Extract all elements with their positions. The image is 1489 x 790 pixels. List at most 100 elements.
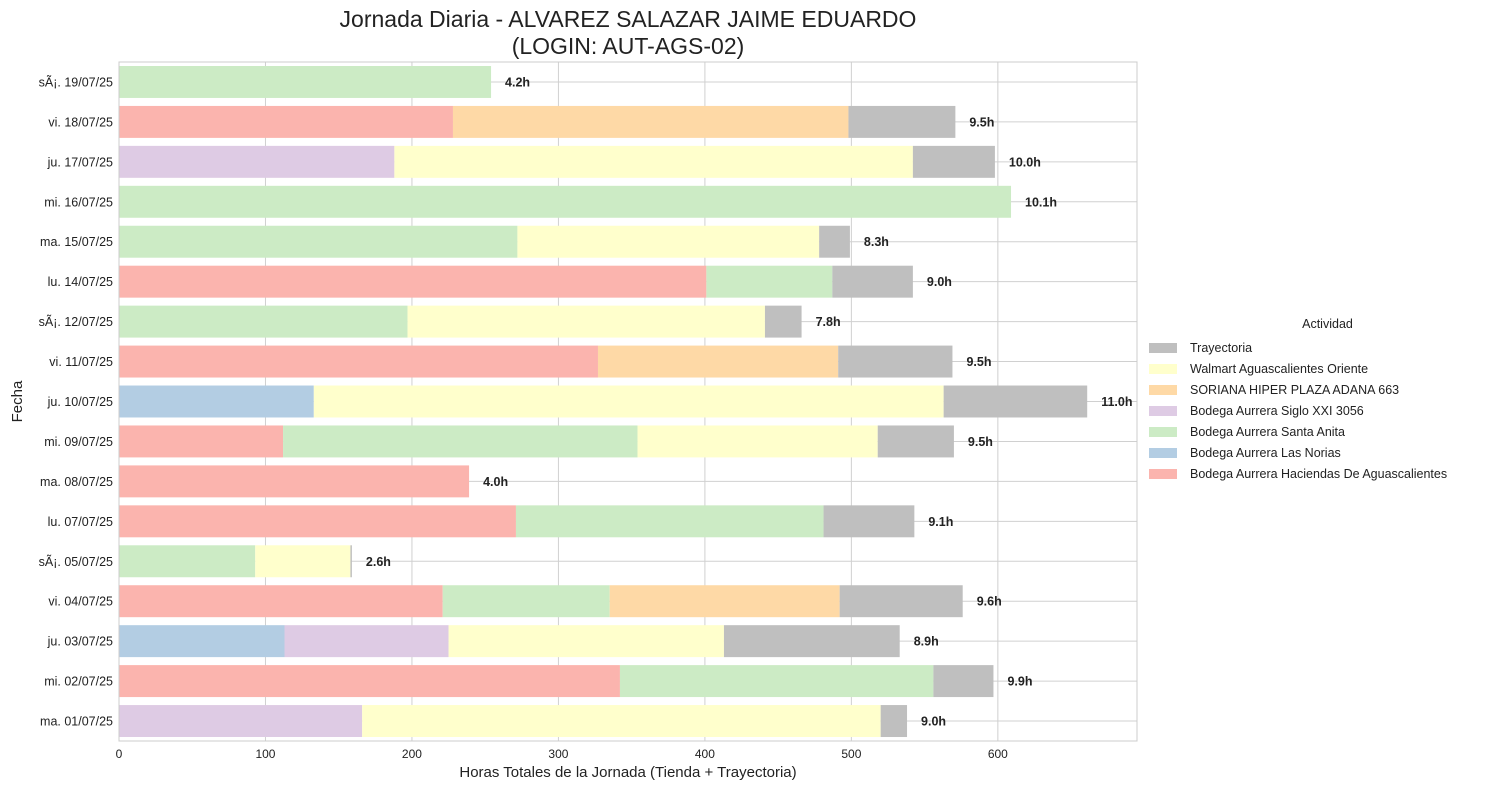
legend-item: Bodega Aurrera Las Norias [1140,442,1485,463]
bar-segment [912,145,995,178]
bar-total-label: 9.6h [977,595,1002,609]
legend-label: Bodega Aurrera Siglo XXI 3056 [1190,403,1364,418]
bar-segment [119,185,1012,218]
y-tick-label: ju. 03/07/25 [47,635,113,649]
y-tick-label: sÃ¡. 12/07/25 [39,315,113,329]
bar-total-label: 7.8h [816,315,841,329]
legend-swatch [1149,468,1177,479]
bar-segment [442,585,610,618]
bar-segment [619,665,934,698]
legend-item: SORIANA HIPER PLAZA ADANA 663 [1140,379,1485,400]
y-tick-label: lu. 07/07/25 [48,515,113,529]
bar-segment [637,425,878,458]
y-tick-label: sÃ¡. 19/07/25 [39,75,113,89]
bar-segment [362,705,881,738]
y-tick-label: mi. 02/07/25 [44,675,113,689]
bar-segment [119,385,314,418]
bar-segment [839,585,963,618]
y-tick-label: mi. 16/07/25 [44,195,113,209]
bar-segment [119,625,285,658]
bar-segment [819,225,850,258]
bar-segment [848,105,956,138]
y-tick-label: vi. 11/07/25 [49,355,113,369]
bar-segment [706,265,833,298]
bar-segment [597,345,839,378]
legend-swatch [1149,342,1177,353]
legend-swatch [1149,447,1177,458]
y-tick-label: vi. 18/07/25 [48,115,113,129]
bar-segment [119,265,707,298]
chart-title-block: Jornada Diaria - ALVAREZ SALAZAR JAIME E… [119,6,1137,60]
y-tick-label: ma. 08/07/25 [40,475,113,489]
bar-total-label: 9.9h [1007,675,1032,689]
bar-total-label: 11.0h [1101,395,1132,409]
legend-label: Bodega Aurrera Haciendas De Aguascalient… [1190,466,1448,481]
legend: Actividad Trayectoria Walmart Aguascalien… [1140,317,1485,484]
x-tick-label: 0 [116,747,123,761]
bar-segment [838,345,953,378]
bar-segment [313,385,944,418]
bar-segment [943,385,1088,418]
bar-total-label: 9.1h [928,515,953,529]
bar-total-label: 9.0h [927,275,952,289]
bar-segment [119,585,443,618]
bar-segment [119,345,598,378]
bar-segment [832,265,913,298]
x-tick-label: 100 [255,747,275,761]
bar-segment [517,225,820,258]
bar-segment [119,305,408,338]
legend-swatch [1149,405,1177,416]
bar-segment [609,585,840,618]
bar-segment [283,425,638,458]
bar-segment [119,545,256,578]
bar-segment [764,305,802,338]
bar-segment [452,105,849,138]
legend-swatch [1149,363,1177,374]
bar-total-label: 9.5h [969,115,994,129]
legend-label: Walmart Aguascalientes Oriente [1190,361,1369,376]
y-tick-label: ma. 15/07/25 [40,235,113,249]
legend-label: Bodega Aurrera Santa Anita [1190,424,1345,439]
bar-segment [394,145,913,178]
bar-segment [823,505,915,538]
bar-total-label: 2.6h [366,555,391,569]
bar-total-label: 9.5h [968,435,993,449]
bar-segment [119,665,620,698]
legend-items: Trayectoria Walmart Aguascalientes Orient… [1140,337,1485,484]
legend-item: Bodega Aurrera Santa Anita [1140,421,1485,442]
x-tick-label: 600 [988,747,1008,761]
bar-total-label: 9.0h [921,715,946,729]
legend-item: Trayectoria [1140,337,1485,358]
y-tick-label: sÃ¡. 05/07/25 [39,555,113,569]
bar-segment [284,625,449,658]
chart-title: Jornada Diaria - ALVAREZ SALAZAR JAIME E… [339,6,917,32]
bar-segment [515,505,824,538]
bar-total-label: 9.5h [966,355,991,369]
legend-label: Trayectoria [1190,340,1253,355]
bar-total-label: 8.3h [864,235,889,249]
y-axis-label: Fecha [9,380,26,422]
bar-segment [119,145,395,178]
legend-item: Walmart Aguascalientes Oriente [1140,358,1485,379]
bar-segment [119,705,363,738]
y-tick-label: ju. 17/07/25 [47,155,113,169]
x-axis-label: Horas Totales de la Jornada (Tienda + Tr… [459,764,796,781]
y-tick-label: vi. 04/07/25 [48,595,113,609]
legend-label: Bodega Aurrera Las Norias [1190,445,1341,460]
bar-segment [448,625,724,658]
bar-segment [119,65,492,98]
bar-segment [119,105,453,138]
legend-swatch [1149,426,1177,437]
legend-swatch [1149,384,1177,395]
x-tick-label: 500 [841,747,861,761]
x-tick-label: 200 [402,747,422,761]
chart-subtitle: (LOGIN: AUT-AGS-02) [511,33,745,59]
bar-segment [255,545,351,578]
bar-total-label: 4.2h [505,75,530,89]
y-tick-label: mi. 09/07/25 [44,435,113,449]
legend-item: Bodega Aurrera Haciendas De Aguascalient… [1140,463,1485,484]
bar-total-label: 8.9h [914,635,939,649]
bar-total-label: 10.1h [1025,195,1057,209]
legend-item: Bodega Aurrera Siglo XXI 3056 [1140,400,1485,421]
